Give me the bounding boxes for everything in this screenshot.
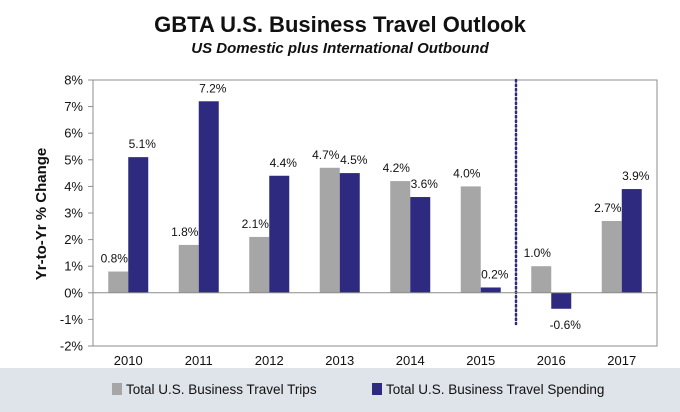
- legend: Total U.S. Business Travel Trips Total U.…: [112, 382, 604, 397]
- data-label: 0.8%: [101, 252, 129, 266]
- y-tick-label: -2%: [60, 339, 84, 354]
- bar-trips-2017: [601, 220, 622, 293]
- y-tick-label: 5%: [64, 152, 83, 167]
- data-label: 3.6%: [411, 177, 439, 191]
- x-axis-ticks: 2010 2011 2012 2013 2014 2015 2016 2017: [114, 353, 636, 368]
- chart-title: GBTA U.S. Business Travel Outlook: [154, 12, 526, 37]
- y-tick-label: 1%: [64, 259, 83, 274]
- data-label: 1.8%: [171, 225, 199, 239]
- x-tick-label: 2017: [607, 353, 636, 368]
- x-tick-label: 2012: [255, 353, 284, 368]
- chart-subtitle: US Domestic plus International Outbound: [191, 40, 489, 57]
- data-label: 0.2%: [481, 267, 509, 281]
- y-tick-label: 2%: [64, 232, 83, 247]
- plot-frame: [92, 79, 658, 347]
- bar-trips-2014: [390, 181, 411, 293]
- bar-trips-2013: [319, 167, 340, 293]
- data-label: 2.1%: [242, 217, 270, 231]
- y-tick-label: 8%: [64, 73, 83, 88]
- data-label: 3.9%: [622, 169, 650, 183]
- y-axis-label: Yr-to-Yr % Change: [33, 148, 50, 281]
- bar-spending-2013: [339, 173, 360, 293]
- data-label: 4.0%: [453, 166, 481, 180]
- bar-spending-2014: [410, 197, 431, 293]
- bar-trips-2016: [531, 266, 552, 293]
- legend-swatch-trips: [112, 383, 122, 395]
- y-tick-label: 6%: [64, 126, 83, 141]
- x-tick-label: 2016: [537, 353, 566, 368]
- y-tick-label: -1%: [60, 312, 84, 327]
- data-label: 7.2%: [199, 81, 227, 95]
- data-label: 2.7%: [594, 201, 622, 215]
- data-label: 1.0%: [524, 246, 552, 260]
- legend-swatch-spending: [372, 383, 382, 395]
- bar-trips-2015: [460, 186, 481, 293]
- y-tick-label: 3%: [64, 206, 83, 221]
- bar-spending-2016: [551, 292, 572, 309]
- bar-spending-2017: [621, 189, 642, 293]
- legend-label-trips: Total U.S. Business Travel Trips: [126, 382, 317, 397]
- y-tick-label: 4%: [64, 179, 83, 194]
- y-tick-label: 0%: [64, 285, 83, 300]
- legend-label-spending: Total U.S. Business Travel Spending: [386, 382, 604, 397]
- data-label: 4.4%: [270, 156, 298, 170]
- bar-trips-2010: [108, 271, 129, 293]
- bar-trips-2011: [178, 244, 199, 293]
- x-tick-label: 2011: [185, 353, 213, 368]
- bar-spending-2010: [128, 157, 149, 293]
- data-label: 4.2%: [383, 161, 411, 175]
- data-label: 5.1%: [129, 137, 157, 151]
- data-label: 4.5%: [340, 153, 368, 167]
- bar-spending-2015: [480, 287, 501, 293]
- bar-trips-2012: [249, 236, 270, 293]
- y-tick-label: 7%: [64, 99, 83, 114]
- x-tick-label: 2014: [396, 353, 425, 368]
- data-label: 4.7%: [312, 148, 340, 162]
- data-labels: 0.8% 1.8% 2.1% 4.7% 4.2% 4.0% 1.0% 2.7% 5.1% 7.2%…: [101, 81, 650, 331]
- x-tick-label: 2010: [114, 353, 143, 368]
- x-tick-label: 2015: [466, 353, 495, 368]
- bars: [108, 101, 642, 309]
- y-axis-ticks: -2% -1% 0% 1% 2% 3% 4% 5% 6% 7% 8%: [60, 73, 93, 354]
- x-tick-label: 2013: [325, 353, 354, 368]
- bar-spending-2012: [269, 175, 290, 293]
- data-label: -0.6%: [550, 318, 582, 332]
- bar-spending-2011: [198, 101, 219, 293]
